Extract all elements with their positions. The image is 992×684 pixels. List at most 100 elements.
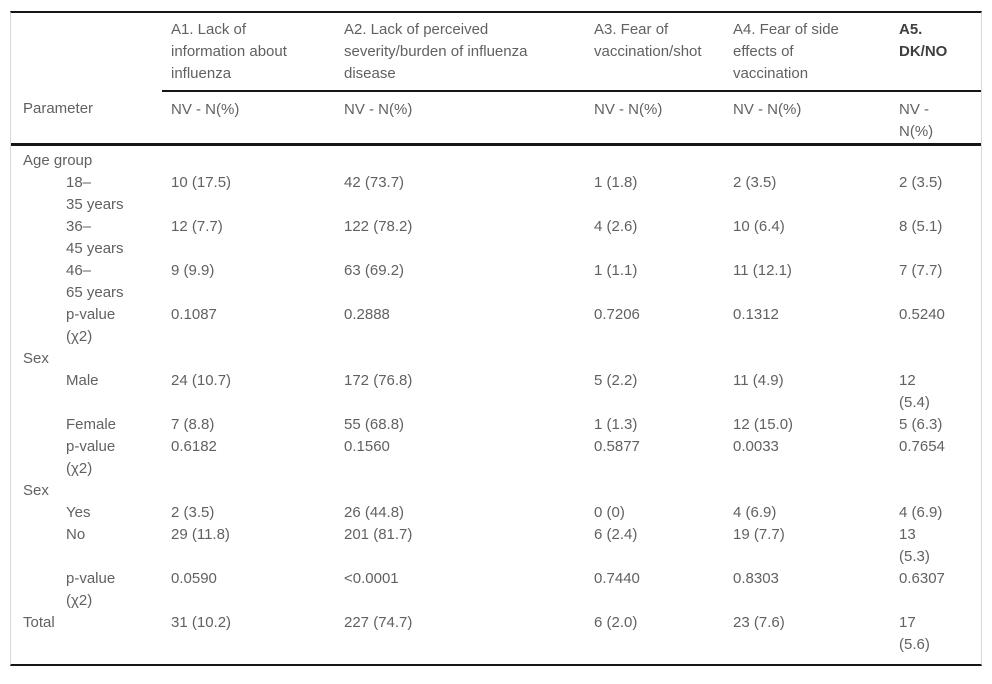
row-label: No — [66, 526, 86, 543]
cell: 227 (74.7) — [344, 614, 413, 631]
cell: 122 (78.2) — [344, 218, 413, 235]
cell: 0.2888 — [344, 306, 390, 323]
cell — [585, 145, 724, 173]
data-row: p-value (χ2) 0.0590 <0.0001 0.7440 0.8303 0.6… — [11, 568, 981, 612]
group-row: Sex — [11, 480, 981, 502]
parameter-header: Parameter — [11, 91, 162, 146]
group-row: Sex — [11, 348, 981, 370]
cell: 17 (5.6) — [899, 614, 930, 653]
cell: 0.7206 — [594, 306, 640, 323]
group-label: Age group — [23, 152, 93, 169]
data-row: 18– 35 years 10 (17.5) 42 (73.7) 1 (1.8) 2 (… — [11, 172, 981, 216]
results-table: A1. Lack of information about influenza … — [11, 13, 981, 664]
cell: 10 (17.5) — [171, 174, 232, 191]
subheader-a5: NV - N(%) — [890, 91, 981, 146]
cell: 4 (2.6) — [594, 218, 638, 235]
subheader-a3: NV - N(%) — [585, 91, 724, 146]
cell: 11 (4.9) — [733, 372, 784, 389]
cell: 0.0033 — [733, 438, 779, 455]
cell — [162, 480, 335, 502]
data-row: Male 24 (10.7) 172 (76.8) 5 (2.2) 11 (4.9) 12… — [11, 370, 981, 414]
column-header-a5: A5. DK/NO — [890, 13, 981, 92]
cell: 11 (12.1) — [733, 262, 792, 279]
cell: 10 (6.4) — [733, 218, 785, 235]
row-label: p-value (χ2) — [66, 306, 116, 345]
cell: 63 (69.2) — [344, 262, 405, 279]
cell — [162, 145, 335, 173]
cell: 6 (2.4) — [594, 526, 638, 543]
row-label: p-value (χ2) — [66, 570, 116, 609]
cell: 19 (7.7) — [733, 526, 785, 543]
cell: 2 (3.5) — [171, 504, 215, 521]
data-row: Yes 2 (3.5) 26 (44.8) 0 (0) 4 (6.9) 4 (6.9) — [11, 502, 981, 524]
row-label: p-value (χ2) — [66, 438, 116, 477]
cell: <0.0001 — [344, 570, 399, 587]
cell: 1 (1.3) — [594, 416, 638, 433]
data-row: 36– 45 years 12 (7.7) 122 (78.2) 4 (2.6) 10 … — [11, 216, 981, 260]
results-table-container: A1. Lack of information about influenza … — [10, 11, 982, 666]
cell — [890, 145, 981, 173]
cell: 9 (9.9) — [171, 262, 215, 279]
subheader-a2: NV - N(%) — [335, 91, 585, 146]
data-row: p-value (χ2) 0.1087 0.2888 0.7206 0.1312 0.52… — [11, 304, 981, 348]
cell: 29 (11.8) — [171, 526, 230, 543]
cell: 0.8303 — [733, 570, 779, 587]
data-row: No 29 (11.8) 201 (81.7) 6 (2.4) 19 (7.7) 13 (… — [11, 524, 981, 568]
cell — [335, 480, 585, 502]
cell — [724, 145, 890, 173]
cell: 55 (68.8) — [344, 416, 405, 433]
data-row: Female 7 (8.8) 55 (68.8) 1 (1.3) 12 (15.0) 5 … — [11, 414, 981, 436]
cell — [890, 348, 981, 370]
subheader-row: Parameter NV - N(%) NV - N(%) NV - N(%) … — [11, 91, 981, 146]
group-row: Total 31 (10.2) 227 (74.7) 6 (2.0) 23 (7.6) 1… — [11, 612, 981, 664]
corner-cell — [11, 13, 162, 91]
data-row: p-value (χ2) 0.6182 0.1560 0.5877 0.0033 0.76… — [11, 436, 981, 480]
group-row: Age group — [11, 145, 981, 173]
cell: 6 (2.0) — [594, 614, 638, 631]
cell: 13 (5.3) — [899, 526, 930, 565]
cell: 0.6307 — [899, 570, 945, 587]
cell — [335, 348, 585, 370]
row-label: 18– 35 years — [66, 174, 124, 213]
cell: 7 (8.8) — [171, 416, 215, 433]
cell — [585, 480, 724, 502]
cell: 0 (0) — [594, 504, 625, 521]
cell: 7 (7.7) — [899, 262, 943, 279]
cell: 201 (81.7) — [344, 526, 413, 543]
cell: 23 (7.6) — [733, 614, 785, 631]
row-label: 46– 65 years — [66, 262, 124, 301]
table-header: A1. Lack of information about influenza … — [11, 13, 981, 146]
cell — [724, 480, 890, 502]
cell: 0.5877 — [594, 438, 640, 455]
cell: 0.0590 — [171, 570, 217, 587]
cell: 1 (1.8) — [594, 174, 638, 191]
cell: 172 (76.8) — [344, 372, 413, 389]
cell: 31 (10.2) — [171, 614, 232, 631]
group-label: Sex — [23, 350, 49, 367]
table-body: Age group 18– 35 years 10 (17.5) 42 (73.7) 1… — [11, 145, 981, 665]
cell — [890, 480, 981, 502]
column-header-row: A1. Lack of information about influenza … — [11, 13, 981, 92]
row-label: Yes — [66, 504, 91, 521]
data-row: 46– 65 years 9 (9.9) 63 (69.2) 1 (1.1) 11 (1… — [11, 260, 981, 304]
cell: 0.1312 — [733, 306, 779, 323]
cell — [335, 145, 585, 173]
cell: 5 (2.2) — [594, 372, 638, 389]
cell: 12 (7.7) — [171, 218, 223, 235]
cell: 42 (73.7) — [344, 174, 405, 191]
cell: 12 (15.0) — [733, 416, 794, 433]
cell: 2 (3.5) — [733, 174, 777, 191]
cell — [724, 348, 890, 370]
cell: 1 (1.1) — [594, 262, 638, 279]
row-label: 36– 45 years — [66, 218, 124, 257]
cell: 5 (6.3) — [899, 416, 943, 433]
column-header-a4: A4. Fear of side effects of vaccination — [724, 13, 890, 92]
column-header-a1: A1. Lack of information about influenza — [162, 13, 335, 92]
subheader-a4: NV - N(%) — [724, 91, 890, 146]
row-label: Male — [66, 372, 99, 389]
group-label: Total — [23, 614, 55, 631]
cell: 0.1087 — [171, 306, 217, 323]
column-header-a3: A3. Fear of vaccination/shot — [585, 13, 724, 92]
cell: 8 (5.1) — [899, 218, 943, 235]
page: A1. Lack of information about influenza … — [0, 11, 992, 684]
